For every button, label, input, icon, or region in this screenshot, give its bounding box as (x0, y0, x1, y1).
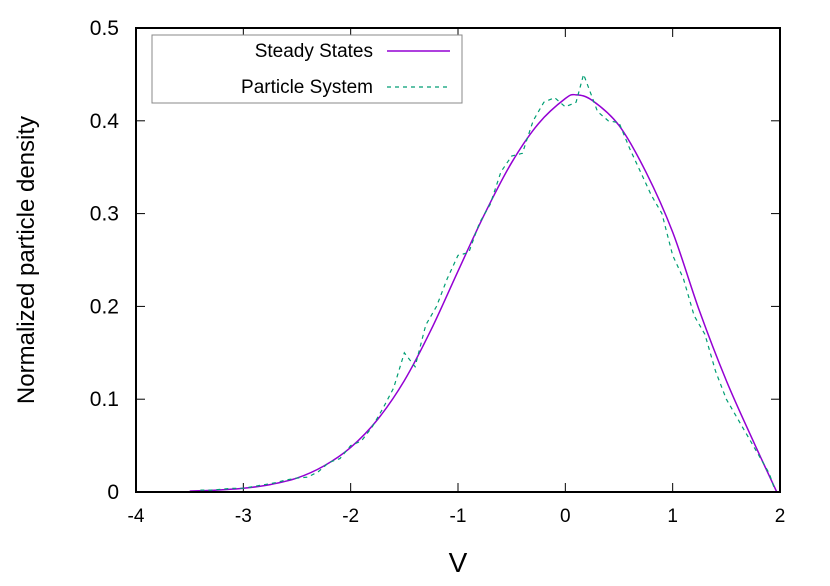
x-tick-label: -2 (342, 506, 359, 527)
series-line-steady-states (189, 93, 778, 493)
y-tick-label: 0.3 (90, 203, 119, 226)
x-axis-label: V (449, 547, 468, 578)
legend-label-steady-states: Steady States (255, 41, 373, 62)
y-tick-label: 0.4 (90, 110, 120, 133)
x-tick-label: 2 (775, 506, 786, 527)
plot-frame (135, 27, 781, 493)
x-tick-label: -4 (128, 506, 145, 527)
series-lines (189, 72, 778, 493)
y-tick-label: 0 (107, 481, 119, 504)
y-tick-label: 0.2 (90, 295, 119, 318)
series-line-particle-system (200, 72, 776, 491)
y-tick-label: 0.5 (90, 17, 119, 40)
y-tick-label: 0.1 (90, 388, 119, 411)
y-axis-label: Normalized particle density (13, 116, 40, 404)
legend-box (151, 34, 463, 104)
x-tick-label: 1 (667, 506, 678, 527)
x-tick-label: -1 (450, 506, 467, 527)
x-tick-label: -3 (235, 506, 252, 527)
legend-label-particle-system: Particle System (241, 77, 373, 98)
x-tick-label: 0 (560, 506, 571, 527)
legend: Steady States Particle System (151, 34, 463, 104)
